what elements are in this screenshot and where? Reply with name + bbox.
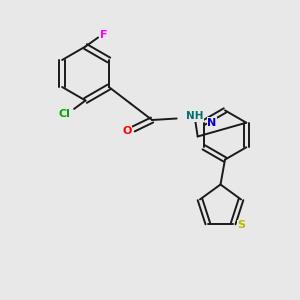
Text: NH: NH xyxy=(186,111,203,121)
Text: Cl: Cl xyxy=(58,109,70,119)
Text: N: N xyxy=(208,118,217,128)
Text: S: S xyxy=(238,220,246,230)
Text: F: F xyxy=(100,29,107,40)
Text: O: O xyxy=(122,126,132,136)
